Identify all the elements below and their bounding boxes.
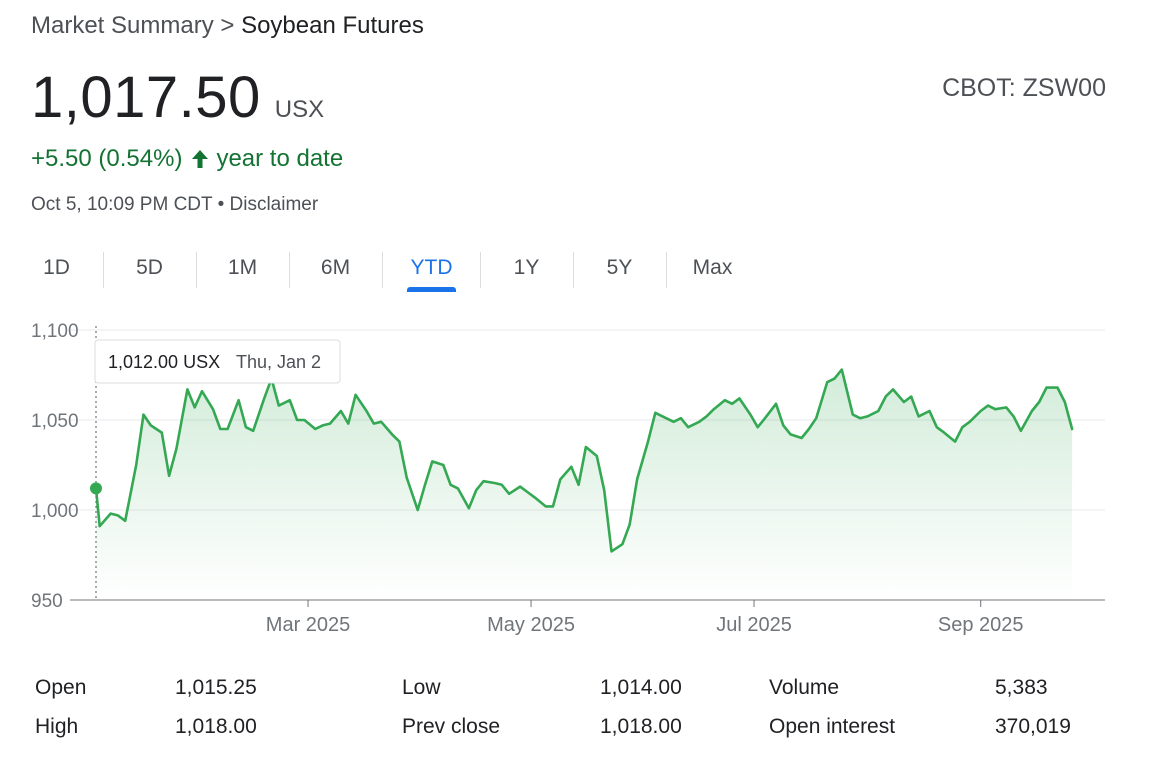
price-change: +5.50 (0.54%) year to date: [31, 145, 343, 173]
x-tick-label: Jul 2025: [716, 614, 792, 636]
x-tick-label: Mar 2025: [266, 614, 351, 636]
tab-divider: [573, 252, 574, 288]
tab-6m[interactable]: 6M: [320, 256, 351, 279]
stats-table: Open 1,015.25 High 1,018.00 Low 1,014.00…: [35, 670, 1135, 750]
x-tick-label: Sep 2025: [938, 614, 1024, 636]
breadcrumb-parent[interactable]: Market Summary: [31, 12, 214, 39]
x-tick-label: May 2025: [487, 614, 575, 636]
price-area: [96, 369, 1073, 600]
chart-tooltip: 1,012.00 USX Thu, Jan 2: [94, 339, 341, 384]
y-tick-label: 950: [31, 591, 63, 612]
quote-meta: Oct 5, 10:09 PM CDT • Disclaimer: [31, 194, 318, 216]
breadcrumb-current: Soybean Futures: [241, 12, 424, 39]
y-tick-label: 1,050: [31, 411, 79, 432]
tooltip-date: Thu, Jan 2: [236, 352, 321, 372]
stat-value-low: 1,014.00: [600, 676, 682, 699]
arrow-up-icon: [190, 148, 210, 170]
tooltip-box: [94, 339, 341, 384]
stat-label-low: Low: [402, 676, 441, 699]
price-chart[interactable]: 950 1,000 1,050 1,100 Mar 2025 May 2025 Jul 20…: [0, 300, 1168, 650]
breadcrumb-separator: >: [220, 12, 235, 39]
price-line: [94, 368, 1074, 553]
breadcrumb: Market Summary > Soybean Futures: [31, 12, 424, 40]
stat-label-high: High: [35, 715, 79, 738]
tab-divider: [480, 252, 481, 288]
y-tick-label: 1,100: [31, 321, 79, 342]
stat-label-open: Open: [35, 676, 87, 699]
change-period: year to date: [216, 145, 344, 172]
stat-value-volume: 5,383: [995, 676, 1048, 699]
tab-ytd[interactable]: YTD: [385, 248, 478, 292]
tab-divider: [103, 252, 104, 288]
tab-max[interactable]: Max: [692, 256, 733, 279]
disclaimer-link[interactable]: Disclaimer: [229, 194, 319, 215]
tab-divider: [666, 252, 667, 288]
tab-divider: [196, 252, 197, 288]
stat-label-volume: Volume: [769, 676, 840, 699]
tooltip-value: 1,012.00 USX: [108, 352, 220, 372]
tab-divider: [382, 252, 383, 288]
y-tick-label: 1,000: [31, 501, 79, 522]
stat-label-open-interest: Open interest: [769, 715, 896, 738]
change-value: +5.50 (0.54%): [31, 145, 183, 172]
tab-1d[interactable]: 1D: [43, 256, 70, 279]
tab-5y[interactable]: 5Y: [606, 256, 633, 279]
tab-1m[interactable]: 1M: [227, 256, 258, 279]
stat-label-prev-close: Prev close: [402, 715, 501, 738]
stat-value-high: 1,018.00: [175, 715, 257, 738]
tab-divider: [289, 252, 290, 288]
tab-1y[interactable]: 1Y: [513, 256, 540, 279]
stat-value-prev-close: 1,018.00: [600, 715, 682, 738]
highlight-point: [90, 482, 102, 495]
stat-value-open: 1,015.25: [175, 676, 257, 699]
stat-value-open-interest: 370,019: [995, 715, 1071, 738]
tab-5d[interactable]: 5D: [136, 256, 163, 279]
price-currency: USX: [274, 96, 325, 123]
price-row: 1,017.50 USX: [31, 64, 324, 131]
current-price: 1,017.50: [31, 65, 261, 130]
range-tabs: 1D 5D 1M 6M YTD 1Y 5Y Max: [10, 248, 770, 292]
meta-bullet: •: [217, 194, 225, 215]
quote-timestamp: Oct 5, 10:09 PM CDT: [31, 194, 213, 215]
ticker-symbol: CBOT: ZSW00: [942, 74, 1106, 102]
